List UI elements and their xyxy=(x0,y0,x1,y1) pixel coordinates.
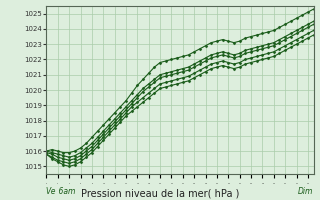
Text: Dim: Dim xyxy=(298,187,314,196)
Text: Ve  6am: Ve 6am xyxy=(46,187,76,196)
Text: Pression niveau de la mer( hPa ): Pression niveau de la mer( hPa ) xyxy=(81,188,239,198)
